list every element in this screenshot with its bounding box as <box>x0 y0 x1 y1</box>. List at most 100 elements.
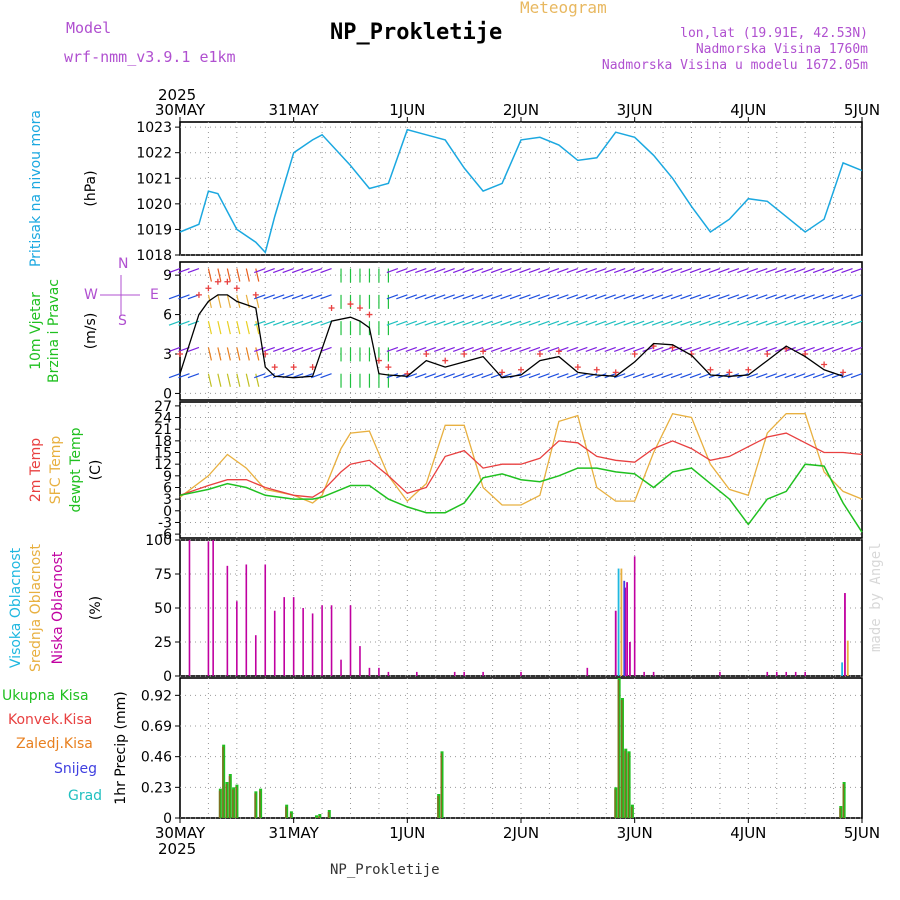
wind-barb <box>547 373 560 379</box>
wind-barb <box>528 294 541 300</box>
cloud-bar <box>463 671 465 676</box>
wind-barb <box>613 294 626 300</box>
time-label-bottom: 31MAY <box>269 824 320 842</box>
wind-barb <box>604 268 616 274</box>
wind-barb <box>812 320 825 326</box>
wind-barb <box>547 294 560 300</box>
year-label-bottom: 2025 <box>158 840 196 858</box>
wind-barb <box>263 320 275 326</box>
model-value: wrf-nmm_v3.9.1 e1km <box>64 48 236 66</box>
wind-barb <box>595 294 607 300</box>
wind-barb <box>405 373 418 379</box>
wind-barb <box>566 373 579 379</box>
wind-barb <box>471 320 484 326</box>
wind-barb <box>490 320 503 326</box>
wind-barb <box>699 294 711 300</box>
cloud-layer-bar <box>620 568 623 676</box>
wind-barb <box>803 320 815 326</box>
footer-station: NP_Prokletije <box>330 862 440 878</box>
y-tick-label: 25 <box>154 635 172 651</box>
wind-barb <box>756 320 768 326</box>
wind-barb <box>443 320 455 326</box>
wind-gust-marker <box>821 361 828 368</box>
wind-barb <box>168 346 181 352</box>
wind-barb <box>613 346 626 352</box>
cloud-bar <box>330 605 333 676</box>
wind-barb <box>670 373 683 379</box>
y-tick-label: 0 <box>163 669 172 685</box>
wind-barb <box>207 347 213 361</box>
wind-barb <box>595 346 607 352</box>
wind-barb <box>718 320 730 326</box>
wind-barb <box>841 346 853 352</box>
wind-barb <box>500 346 512 352</box>
wind-barb <box>642 320 654 326</box>
y-axis-label: Pritisak na nivou mora <box>28 110 44 267</box>
wind-barb <box>793 268 806 274</box>
wind-barb <box>557 294 569 300</box>
wind-gust-marker <box>214 278 221 285</box>
y-tick-label: 1022 <box>136 146 172 162</box>
wind-barb <box>320 320 332 326</box>
dewpt-line <box>179 463 863 533</box>
wind-barb <box>557 320 569 326</box>
wind-barb <box>443 294 455 300</box>
y-tick-label: 27 <box>154 399 172 415</box>
wind-barb <box>708 294 721 300</box>
wind-barb <box>452 320 465 326</box>
wind-barb <box>528 320 541 326</box>
wind-barb <box>850 294 863 300</box>
wind-barb <box>623 320 635 326</box>
wind-barb <box>557 373 569 379</box>
time-label-bottom: 5JUN <box>844 824 880 842</box>
cloud-bar <box>804 671 806 676</box>
wind-barb <box>595 268 607 274</box>
compass-south: S <box>118 313 127 329</box>
panel-frame-temperature <box>179 401 863 539</box>
wind-barb <box>642 373 654 379</box>
wind-barb <box>585 346 597 352</box>
precip-legend-item: Konvek.Kisa <box>8 712 92 728</box>
wind-barb <box>178 268 190 274</box>
wind-barb <box>254 346 266 352</box>
cloud-bar <box>292 597 295 676</box>
wind-barb <box>632 268 645 274</box>
wind-gust-marker <box>423 351 430 357</box>
wind-barb <box>396 294 408 300</box>
precip-conv-bar <box>235 786 237 818</box>
y-axis-label: 10m Vjetar <box>28 292 44 370</box>
precip-conv-bar <box>318 816 320 818</box>
wind-barb <box>708 268 721 274</box>
wind-barb <box>670 268 683 274</box>
wind-barb <box>765 373 777 379</box>
precip-conv-bar <box>617 680 620 818</box>
y-axis-label: 2m Temp <box>28 438 44 502</box>
wind-barb <box>765 268 777 274</box>
cloud-bar <box>226 565 229 676</box>
precip-conv-bar <box>225 784 227 818</box>
wind-barb <box>756 294 768 300</box>
wind-barb <box>756 373 768 379</box>
wind-barb <box>301 294 313 300</box>
wind-barb <box>547 346 560 352</box>
wind-barb <box>613 320 626 326</box>
wind-barb <box>434 268 446 274</box>
cloud-layer-bar <box>614 610 617 676</box>
wind-barb <box>282 268 294 274</box>
wind-barb <box>255 373 260 387</box>
cloud-bar <box>643 671 645 676</box>
wind-barb <box>689 346 702 352</box>
wind-barb <box>680 373 692 379</box>
cloud-bar <box>775 671 778 676</box>
wind-barb <box>396 320 408 326</box>
y-tick-label: 18 <box>154 434 172 450</box>
y-tick-label: 21 <box>154 422 172 438</box>
wind-barb <box>434 320 446 326</box>
wind-barb <box>519 294 531 300</box>
precip-legend-item: Grad <box>68 788 102 804</box>
wind-barb <box>187 294 200 300</box>
wind-barb <box>576 294 588 300</box>
wind-barb <box>500 294 512 300</box>
wind-barb <box>272 294 285 300</box>
y-tick-label: 0.23 <box>141 780 172 796</box>
